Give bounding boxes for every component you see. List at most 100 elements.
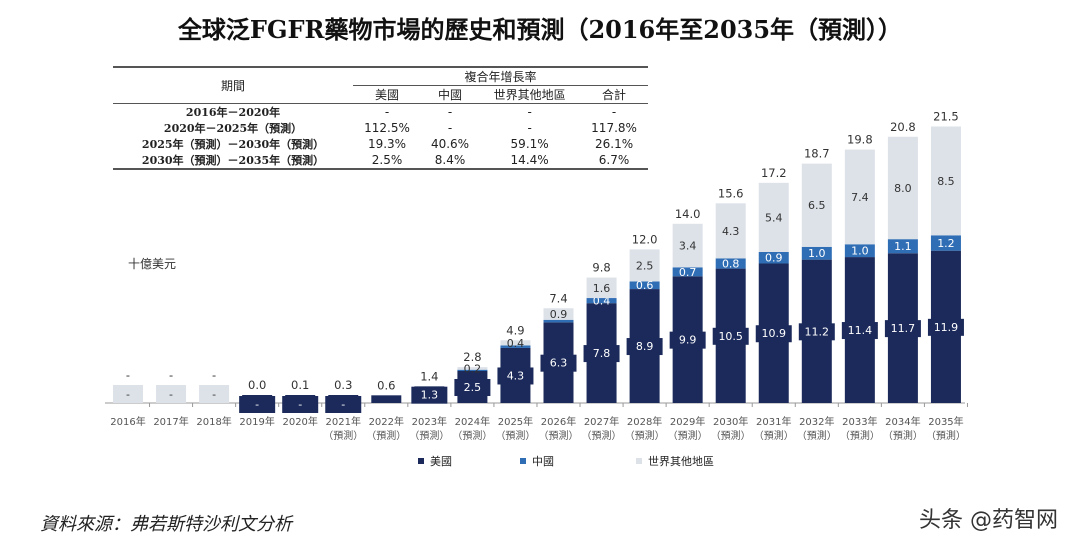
- x-tick-sublabel: （預測）: [797, 429, 837, 442]
- segment-label: 1.1: [894, 240, 912, 253]
- segment-label: 4.3: [507, 369, 525, 382]
- table-row: 2016年－2020年 - - - -: [113, 104, 648, 121]
- value-cell: -: [447, 105, 453, 119]
- label-box: [239, 396, 276, 413]
- legend-swatch: [520, 458, 526, 464]
- bar-segment-rest-of-world: [844, 149, 875, 245]
- segment-label: 7.4: [851, 191, 869, 204]
- segment-label: -: [169, 388, 173, 401]
- col-header: 合計: [580, 85, 648, 104]
- total-label: 0.6: [377, 378, 395, 392]
- bar-segment-rest-of-world: [672, 223, 703, 268]
- total-label: -: [126, 368, 130, 382]
- total-label: 7.4: [549, 291, 567, 305]
- total-label: -: [212, 368, 216, 382]
- x-tick-label: 2021年: [326, 415, 361, 428]
- label-box: [583, 345, 620, 363]
- value-cell: 117.8%: [591, 121, 637, 135]
- label-box: [755, 325, 792, 343]
- label-box: [411, 386, 448, 404]
- label-box: [325, 396, 362, 413]
- segment-label: 11.7: [891, 322, 916, 335]
- label-box: [798, 323, 835, 341]
- x-tick-label: 2023年: [412, 415, 447, 428]
- value-cell: 59.1%: [510, 137, 549, 151]
- x-tick-sublabel: （預測）: [668, 429, 708, 442]
- x-tick-label: 2022年: [369, 415, 404, 428]
- cagr-table: 期間 複合年增長率 美國 中國 世界其他地區 合計 2016年－2020年 - - -…: [113, 66, 648, 170]
- segment-label: 2.5: [636, 259, 654, 272]
- value-cell: 26.1%: [594, 137, 634, 151]
- x-tick-sublabel: （預測）: [495, 429, 535, 442]
- x-tick-sublabel: （預測）: [366, 429, 406, 442]
- segment-label: 1.6: [593, 282, 611, 295]
- segment-label: 0.7: [679, 266, 697, 279]
- table-row: 2020年－2025年（預測） 112.5% - - 117.8%: [113, 120, 648, 136]
- total-label: 20.8: [890, 120, 916, 134]
- segment-label: 7.8: [593, 347, 611, 360]
- period-cell: 2016年－2020年: [185, 106, 281, 119]
- bar-segment-rest-of-world: [457, 367, 488, 370]
- value-cell: 40.6%: [430, 137, 470, 151]
- x-tick-label: 2032年: [799, 415, 834, 428]
- bar-segment-china: [543, 319, 574, 323]
- legend-swatch: [636, 458, 642, 464]
- total-label: 0.0: [248, 378, 266, 392]
- segment-label: 5.4: [765, 211, 783, 224]
- label-box: [669, 331, 706, 349]
- x-tick-sublabel: （預測）: [452, 429, 492, 442]
- x-tick-label: 2029年: [670, 415, 705, 428]
- segment-label: 10.5: [718, 330, 743, 343]
- total-label: 1.4: [420, 369, 438, 383]
- total-label: 2.8: [463, 350, 481, 364]
- total-label: 12.0: [632, 232, 658, 246]
- value-cell: 2.5%: [371, 153, 403, 167]
- segment-label: 0.9: [765, 252, 783, 265]
- total-label: 9.8: [592, 261, 610, 275]
- segment-label: 1.0: [851, 245, 869, 258]
- col-header: 中國: [420, 85, 480, 104]
- total-label: 15.6: [718, 186, 744, 200]
- col-header: 美國: [353, 85, 421, 104]
- x-tick-sublabel: （預測）: [711, 429, 751, 442]
- x-tick-label: 2018年: [196, 415, 231, 428]
- total-label: 0.3: [334, 378, 352, 392]
- segment-label: 0.9: [550, 308, 568, 321]
- col-header: 世界其他地區: [479, 85, 581, 104]
- bar-segment-rest-of-world: [500, 340, 531, 346]
- bar-segment-rest-of-world: [801, 163, 832, 247]
- segment-label: 4.3: [722, 225, 740, 238]
- value-cell: -: [384, 105, 390, 119]
- bar-segment-china: [586, 298, 617, 304]
- segment-label: 11.4: [848, 324, 873, 337]
- legend-label: 世界其他地區: [648, 455, 714, 468]
- x-tick-label: 2035年: [928, 415, 963, 428]
- total-label: 17.2: [761, 166, 787, 180]
- segment-label: 1.0: [808, 247, 826, 260]
- value-cell: 112.5%: [364, 121, 410, 135]
- total-label: 14.0: [675, 207, 701, 221]
- legend-item-rest-of-world: 世界其他地區: [636, 453, 714, 469]
- period-cell: 2030年（預測）－2035年（預測）: [141, 154, 325, 167]
- x-tick-label: 2031年: [756, 415, 791, 428]
- legend-item-china: 中國: [520, 453, 554, 469]
- x-tick-label: 2033年: [842, 415, 877, 428]
- bar-segment-china: [758, 251, 789, 264]
- segment-label: 1.2: [937, 237, 955, 250]
- source-note: 資料來源：弗若斯特沙利文分析: [40, 514, 292, 535]
- segment-label: 9.9: [679, 334, 697, 347]
- segment-label: 6.5: [808, 199, 826, 212]
- segment-label: 8.9: [636, 340, 654, 353]
- bar-segment-china: [672, 267, 703, 277]
- x-tick-label: 2034年: [885, 415, 920, 428]
- watermark: 头条 @药智网: [919, 508, 1058, 533]
- segment-label: 1.3: [421, 389, 439, 402]
- legend-item-us: 美國: [418, 453, 452, 469]
- value-cell: -: [447, 121, 453, 135]
- value-cell: -: [527, 121, 532, 135]
- bar-segment-china: [801, 246, 832, 260]
- x-tick-label: 2019年: [239, 415, 274, 428]
- segment-label: 3.4: [679, 240, 697, 253]
- value-cell: 19.3%: [367, 137, 407, 151]
- bar-segment-china: [629, 281, 660, 290]
